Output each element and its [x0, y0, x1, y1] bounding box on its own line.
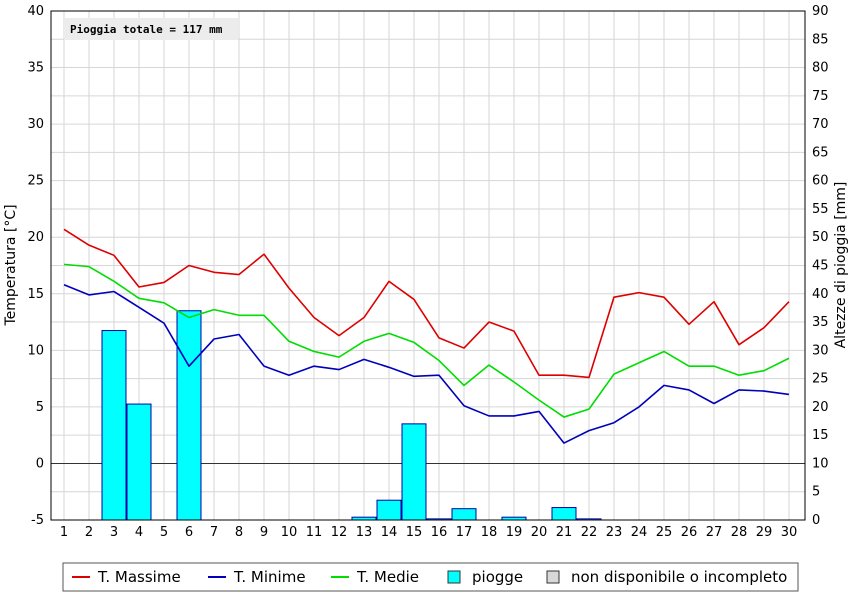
y2-tick-label: 50 [812, 230, 829, 245]
x-tick-label: 18 [481, 525, 498, 540]
y2-tick-label: 60 [812, 174, 829, 189]
annotation-text: Pioggia totale = 117 mm [70, 23, 223, 36]
y2-tick-label: 15 [812, 428, 829, 443]
legend-label: T. Medie [356, 568, 419, 586]
x-tick-label: 6 [185, 525, 193, 540]
x-tick-label: 4 [135, 525, 143, 540]
rain-bar [126, 403, 152, 521]
legend-swatch-box [546, 570, 560, 584]
y2-tick-label: 80 [812, 61, 829, 76]
x-tick-label: 15 [406, 525, 423, 540]
y2-tick-label: 5 [812, 485, 820, 500]
y2-tick-label: 55 [812, 202, 829, 217]
annotation-box [64, 18, 238, 40]
grid [51, 10, 805, 521]
y-tick-label: 10 [27, 343, 44, 358]
legend-label: non disponibile o incompleto [571, 568, 787, 586]
temperature-lines [63, 228, 790, 444]
legend-item: piogge [447, 568, 523, 586]
y-tick-label: 25 [27, 174, 44, 189]
legend-box [62, 562, 799, 592]
x-tick-label: 20 [531, 525, 548, 540]
legend-label: piogge [472, 568, 523, 586]
y2-tick-label: 75 [812, 89, 829, 104]
y-tick-label: 5 [36, 400, 44, 415]
y-tick-label: 35 [27, 61, 44, 76]
y2-tick-label: 30 [812, 343, 829, 358]
series-line-t-medie [63, 263, 790, 418]
rain-bar [176, 310, 202, 521]
y-axis-title: Temperatura [°C] [3, 204, 19, 326]
legend-item: non disponibile o incompleto [546, 568, 787, 586]
legend-item: T. Medie [331, 568, 419, 586]
y-tick-label: 0 [36, 456, 44, 471]
x-tick-label: 22 [581, 525, 598, 540]
x-tick-label: 28 [731, 525, 748, 540]
x-tick-label: 3 [110, 525, 118, 540]
axis-ticks: -505101520253035400510152025303540455055… [27, 4, 828, 540]
x-tick-label: 8 [235, 525, 243, 540]
legend-label: T. Massime [97, 568, 181, 586]
series-line-t-minime [63, 283, 790, 444]
x-tick-label: 1 [60, 525, 68, 540]
x-tick-label: 14 [381, 525, 398, 540]
legend-label: T. Minime [233, 568, 306, 586]
x-tick-label: 2 [85, 525, 93, 540]
rain-bar [376, 499, 402, 521]
x-tick-label: 9 [260, 525, 268, 540]
x-tick-label: 12 [331, 525, 348, 540]
y2-tick-label: 85 [812, 32, 829, 47]
y-tick-label: 15 [27, 287, 44, 302]
x-tick-label: 16 [431, 525, 448, 540]
y2-tick-label: 45 [812, 259, 829, 274]
x-tick-label: 25 [656, 525, 673, 540]
x-tick-label: 5 [160, 525, 168, 540]
legend-swatch-box [447, 570, 461, 584]
x-tick-label: 21 [556, 525, 573, 540]
x-tick-label: 7 [210, 525, 218, 540]
legend: T. Massime T. Minime T. Medie piogge non dis… [62, 562, 799, 592]
rain-bar [401, 423, 427, 521]
y2-tick-label: 25 [812, 372, 829, 387]
x-tick-label: 10 [281, 525, 298, 540]
y2-tick-label: 40 [812, 287, 829, 302]
y-tick-label: -5 [31, 513, 44, 528]
x-tick-label: 30 [781, 525, 798, 540]
legend-item: T. Minime [208, 568, 306, 586]
legend-item: T. Massime [72, 568, 181, 586]
x-tick-label: 13 [356, 525, 373, 540]
y2-tick-label: 10 [812, 456, 829, 471]
y-tick-label: 40 [27, 4, 44, 19]
x-tick-label: 29 [756, 525, 773, 540]
x-tick-label: 26 [681, 525, 698, 540]
y2-tick-label: 90 [812, 4, 829, 19]
y2-tick-label: 20 [812, 400, 829, 415]
y2-tick-label: 65 [812, 145, 829, 160]
y2-axis-title: Altezze di pioggia [mm] [833, 182, 849, 349]
y2-tick-label: 35 [812, 315, 829, 330]
x-tick-label: 23 [606, 525, 623, 540]
x-tick-label: 27 [706, 525, 723, 540]
y-tick-label: 20 [27, 230, 44, 245]
y2-tick-label: 0 [812, 513, 820, 528]
x-tick-label: 24 [631, 525, 648, 540]
y2-tick-label: 70 [812, 117, 829, 132]
rain-bar [101, 330, 127, 521]
x-tick-label: 19 [506, 525, 523, 540]
y-tick-label: 30 [27, 117, 44, 132]
series-line-t-massime [63, 228, 790, 379]
rain-bar [551, 507, 577, 521]
x-tick-label: 17 [456, 525, 473, 540]
plot-frame [50, 10, 806, 521]
x-tick-label: 11 [306, 525, 323, 540]
rain-bars [101, 310, 602, 521]
rain-bar [451, 508, 477, 521]
